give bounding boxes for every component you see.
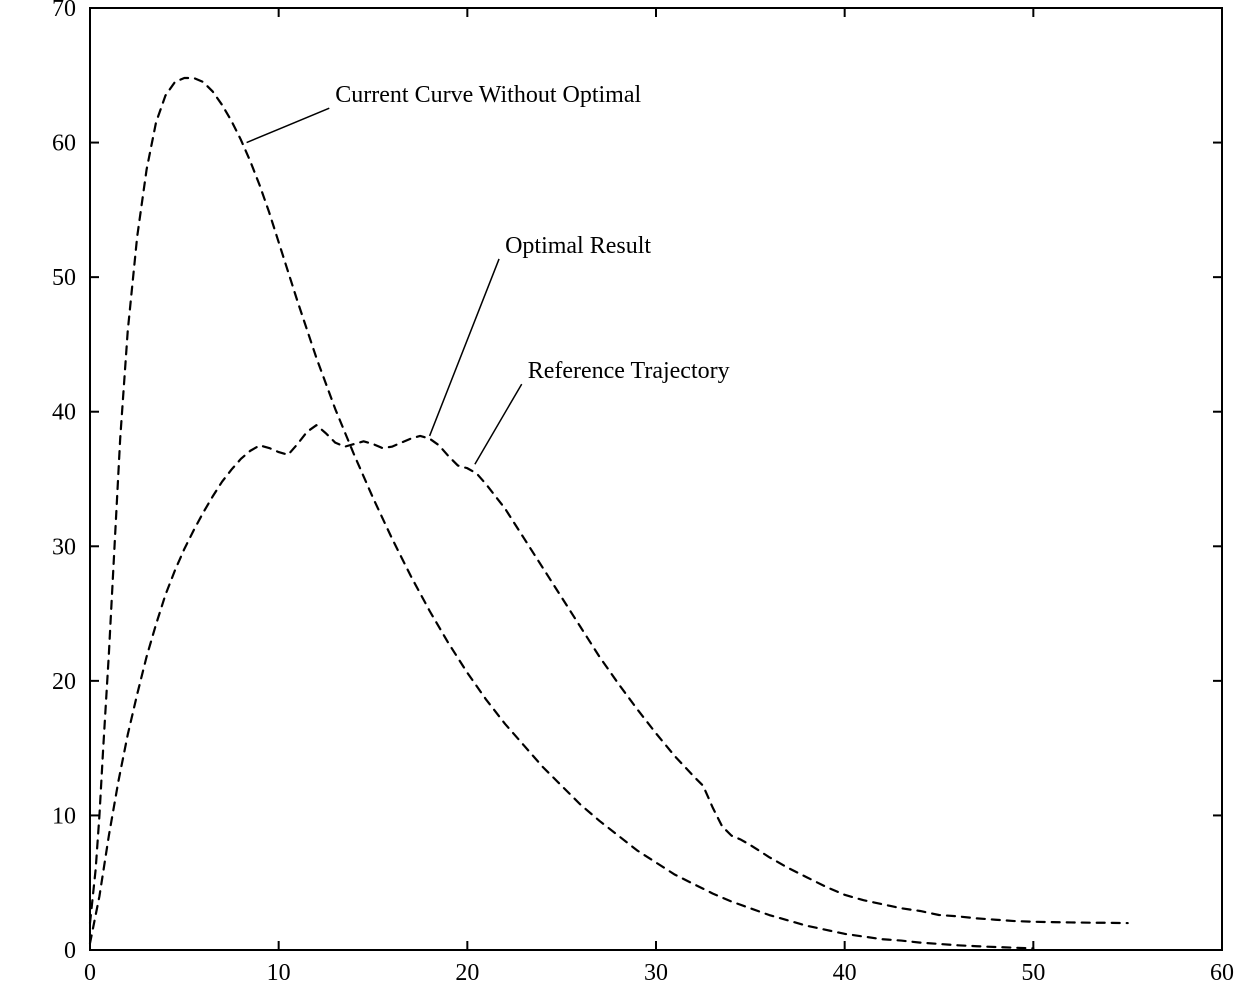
annotation-without-optimal-leader [247, 108, 330, 142]
x-tick-label: 40 [833, 960, 857, 986]
y-tick-label: 10 [52, 803, 76, 829]
x-tick-label: 20 [455, 960, 479, 986]
y-tick-label: 0 [64, 938, 76, 964]
y-tick-label: 20 [52, 669, 76, 695]
x-tick-label: 10 [267, 960, 291, 986]
y-tick-label: 70 [52, 0, 76, 22]
series-without-optimal [90, 78, 1033, 948]
chart-container: 0 10 20 30 40 50 60 0 10 20 30 40 50 60 70 Current Curv… [0, 0, 1240, 986]
series-optimal-reference [90, 425, 1128, 943]
x-tick-label: 0 [84, 960, 96, 986]
annotation-reference-leader [475, 384, 522, 464]
x-tick-label: 60 [1210, 960, 1234, 986]
y-tick-label: 60 [52, 131, 76, 157]
annotation-without-optimal-label: Current Curve Without Optimal [335, 82, 641, 108]
annotation-optimal-leader [430, 259, 499, 436]
y-tick-label: 30 [52, 534, 76, 560]
annotation-optimal-label: Optimal Result [505, 233, 651, 259]
x-tick-label: 30 [644, 960, 668, 986]
x-tick-label: 50 [1021, 960, 1045, 986]
plot-border [90, 8, 1222, 950]
annotation-reference-label: Reference Trajectory [528, 358, 730, 384]
line-chart: 0 10 20 30 40 50 60 0 10 20 30 40 50 60 70 Current Curv… [0, 0, 1240, 986]
y-tick-label: 50 [52, 265, 76, 291]
y-tick-label: 40 [52, 400, 76, 426]
